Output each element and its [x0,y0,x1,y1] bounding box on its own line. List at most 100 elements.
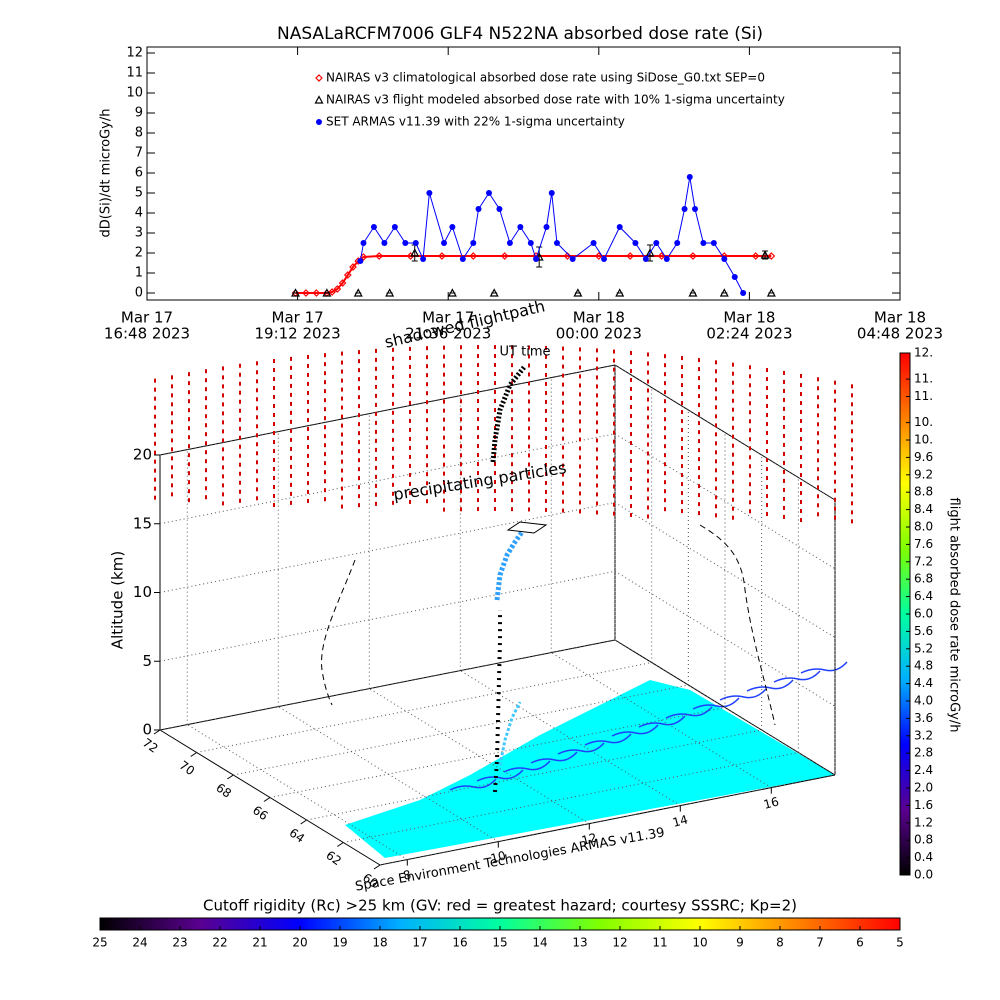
colorbar-tick-label: 21 [252,936,267,950]
data-point [328,288,336,296]
annotation: UT time [500,345,551,360]
colorbar-tick-label: 7 [816,936,824,950]
decoration [153,345,853,870]
flight-path [494,530,525,601]
data-point [710,240,717,246]
grid-line [159,570,616,662]
colorbar-tick-label: 12. [914,346,933,360]
data-point [626,252,635,260]
colorbar-tick-label: 10. [914,415,933,429]
data-point [412,240,419,246]
grid-line [159,502,616,593]
data-point [645,248,655,257]
map-coast [746,679,794,692]
y-tick-label: 10 [126,86,143,101]
colorbar-tick-label: 6.4 [914,589,933,603]
data-point [302,289,310,297]
lat-tick-label: 70 [177,758,198,778]
y-tick-label: 0 [135,286,143,301]
data-point [692,206,699,212]
data-point [573,288,583,297]
lat-tick [227,774,234,780]
colorbar-tick-label: 14 [532,936,547,950]
box-edge [159,364,616,456]
data-point [721,256,728,262]
colorbar-tick-label: 3.2 [914,728,933,742]
data-point [569,256,576,262]
data-point [360,240,367,246]
x-tick-label: Mar 18 [573,309,625,327]
legend-label: NAIRAS v3 climatological absorbed dose r… [326,71,765,85]
lat-tick [153,729,161,735]
data-point [553,240,560,246]
flight-shadow [490,364,527,463]
data-point [642,256,649,262]
data-point [533,256,540,262]
legend-label: SET ARMAS v11.39 with 22% 1-sigma uncert… [326,115,625,129]
lat-tick-label: 66 [250,803,271,823]
map-coast [665,706,713,719]
data-point [485,190,492,196]
y-tick-label: 1 [135,266,143,281]
x-tick-label: 19:12 2023 [255,325,341,343]
data-point [740,290,747,296]
lat-tick [190,752,197,757]
annotation: precipitating particles [392,458,568,504]
map-coast [719,688,767,701]
colorbar-tick-label: 18 [372,936,387,950]
data-point [632,240,639,246]
flight-path [493,610,502,793]
data-point [438,252,446,260]
y-tick-label: 7 [135,146,143,161]
colorbar-tick-label: 6 [856,936,864,950]
y-axis-label: dD(Si)/dt microGy/h [99,109,114,238]
z-tick-label: 0 [142,721,152,739]
colorbar-tick-label: 9.6 [914,450,933,464]
data-point [375,252,384,260]
plot-frame [146,46,901,301]
data-point [527,240,534,246]
x-tick-label: Mar 17 [422,309,474,327]
colorbar-label: Cutoff rigidity (Rc) >25 km (GV: red = g… [203,897,797,915]
colorbar-tick-label: 19 [332,936,347,950]
data-point [426,190,433,196]
colorbar-tick-label: 4.4 [914,676,933,690]
data-point [338,279,347,287]
y-tick-label: 3 [135,226,143,241]
colorbar-tick-label: 0.8 [914,833,933,847]
colorbar-tick-label: 3.6 [914,711,933,725]
z-tick-label: 15 [133,514,152,532]
x-tick-label: 21:36 2023 [405,325,491,343]
x-tick-label: Mar 18 [874,309,926,327]
lat-tick [373,864,381,870]
data-point [333,285,342,293]
data-point [681,206,688,212]
colorbar-tick-label: 8 [776,936,784,950]
data-point [616,224,623,230]
colorbar-tick-label: 8.0 [914,520,933,534]
y-tick-label: 9 [135,106,143,121]
data-point [590,240,597,246]
data-point [601,256,608,262]
x-tick-label: 02:24 2023 [706,325,792,343]
colorbar-tick-label: 13 [572,936,587,950]
data-point [543,224,550,230]
map-coast [638,715,686,728]
colorbar-tick-label: 2.4 [914,763,933,777]
lat-tick-label: 64 [287,825,308,845]
colorbar-tick-label: 9 [736,936,744,950]
lon-tick-label: 12 [580,830,598,847]
colorbar-tick-label: 24 [132,936,147,950]
data-point [420,256,427,262]
colorbar-tick-label: 11. [914,372,933,386]
data-point [353,288,363,297]
data-point [731,274,738,280]
data-point [357,258,364,264]
colorbar-tick-label: 1.6 [914,798,933,812]
data-point [343,271,352,279]
map-coast [584,733,632,746]
data-point [615,288,625,297]
legend-marker [316,119,322,125]
y-tick-label: 6 [135,166,143,181]
data-point [766,288,776,297]
